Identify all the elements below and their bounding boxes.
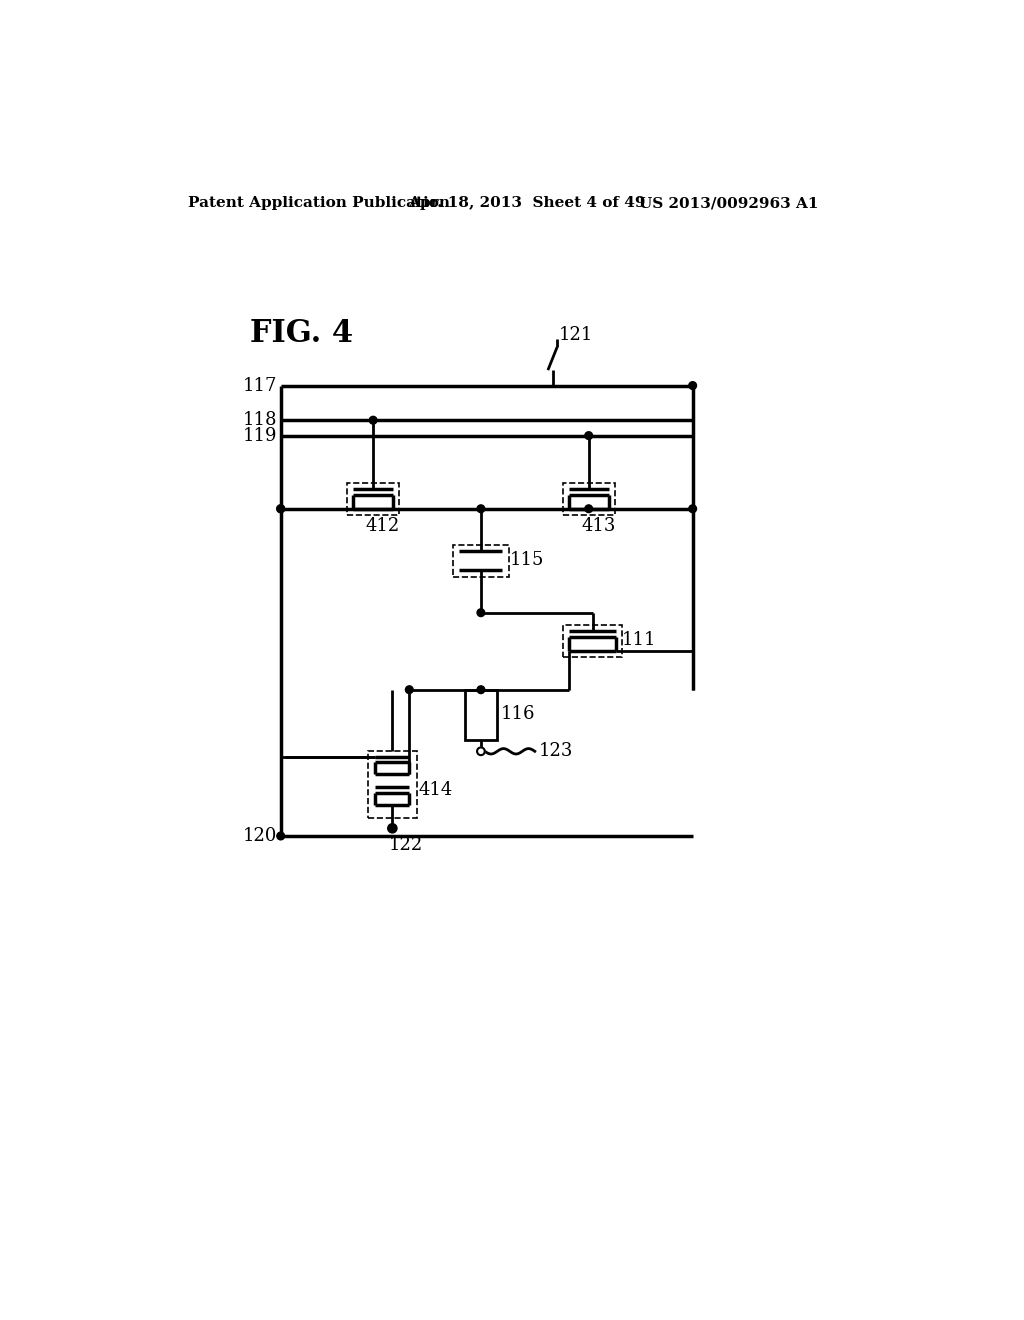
- Bar: [465, 689, 497, 739]
- Circle shape: [585, 504, 593, 512]
- Circle shape: [370, 416, 377, 424]
- Text: 116: 116: [501, 705, 536, 723]
- Circle shape: [388, 824, 397, 833]
- Text: 118: 118: [243, 412, 276, 429]
- Circle shape: [276, 832, 285, 840]
- Bar: [454, 545, 509, 577]
- Text: 119: 119: [243, 426, 276, 445]
- Text: 414: 414: [419, 781, 453, 799]
- Text: US 2013/0092963 A1: US 2013/0092963 A1: [639, 197, 818, 210]
- Circle shape: [585, 432, 593, 440]
- Circle shape: [276, 504, 285, 512]
- Text: 120: 120: [243, 828, 276, 845]
- Text: 122: 122: [388, 837, 423, 854]
- Text: 412: 412: [366, 516, 399, 535]
- Bar: [368, 751, 417, 817]
- Text: Apr. 18, 2013  Sheet 4 of 49: Apr. 18, 2013 Sheet 4 of 49: [408, 197, 645, 210]
- Text: 413: 413: [581, 516, 615, 535]
- Circle shape: [276, 504, 285, 512]
- Circle shape: [477, 686, 484, 693]
- Text: FIG. 4: FIG. 4: [250, 318, 353, 350]
- Bar: [562, 483, 614, 515]
- Circle shape: [689, 381, 696, 389]
- Text: 115: 115: [510, 552, 545, 569]
- Text: Patent Application Publication: Patent Application Publication: [188, 197, 451, 210]
- Bar: [347, 483, 399, 515]
- Circle shape: [477, 504, 484, 512]
- Text: 117: 117: [243, 376, 276, 395]
- Text: 111: 111: [622, 631, 656, 648]
- Circle shape: [477, 609, 484, 616]
- Circle shape: [406, 686, 413, 693]
- Text: 121: 121: [559, 326, 593, 345]
- Circle shape: [689, 504, 696, 512]
- Circle shape: [477, 747, 484, 755]
- Text: 123: 123: [539, 742, 573, 760]
- Bar: [563, 626, 622, 657]
